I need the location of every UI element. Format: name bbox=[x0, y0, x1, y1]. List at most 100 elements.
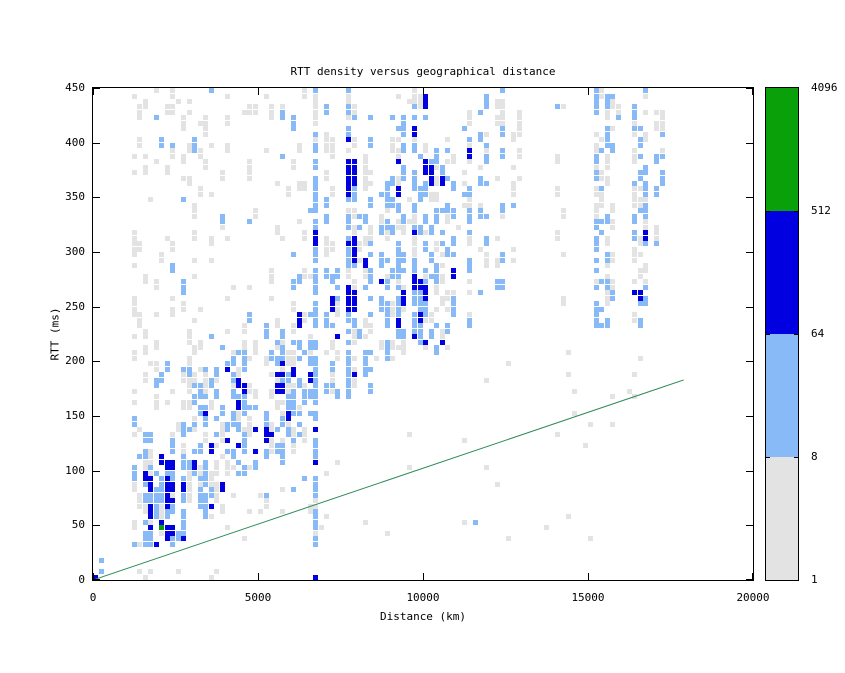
density-cell bbox=[643, 241, 648, 247]
density-cell bbox=[329, 241, 335, 247]
density-cell bbox=[346, 186, 351, 192]
density-cell bbox=[632, 180, 637, 186]
density-cell bbox=[296, 355, 302, 361]
density-cell bbox=[401, 284, 406, 290]
density-cell bbox=[181, 405, 186, 411]
density-cell bbox=[593, 170, 599, 175]
density-cell bbox=[203, 498, 208, 503]
density-cell bbox=[208, 257, 214, 263]
density-cell bbox=[324, 241, 329, 247]
density-cell bbox=[148, 361, 153, 367]
density-cell bbox=[555, 153, 560, 159]
density-cell bbox=[208, 476, 214, 482]
density-cell bbox=[423, 104, 428, 110]
density-cell bbox=[291, 164, 296, 170]
density-cell bbox=[434, 241, 439, 247]
density-cell bbox=[307, 350, 313, 356]
density-cell bbox=[324, 175, 329, 181]
y-tick-label: 250 bbox=[65, 299, 85, 313]
density-cell bbox=[148, 437, 153, 443]
density-cell bbox=[170, 388, 175, 394]
density-cell bbox=[181, 115, 186, 121]
density-cell bbox=[632, 279, 637, 285]
density-cell bbox=[439, 339, 445, 345]
density-cell bbox=[571, 388, 577, 394]
density-cell bbox=[192, 421, 197, 427]
density-cell bbox=[390, 273, 395, 279]
density-cell bbox=[401, 268, 406, 274]
density-cell bbox=[148, 541, 153, 547]
density-cell bbox=[175, 530, 181, 536]
density-cell bbox=[351, 170, 357, 175]
density-cell bbox=[203, 126, 208, 132]
density-cell bbox=[593, 191, 599, 197]
tick-mark bbox=[93, 197, 100, 199]
density-cell bbox=[263, 148, 269, 154]
density-cell bbox=[181, 366, 186, 372]
density-cell bbox=[412, 219, 417, 225]
density-cell bbox=[401, 339, 406, 345]
density-cell bbox=[500, 279, 505, 285]
density-cell bbox=[192, 344, 197, 350]
density-cell bbox=[637, 208, 643, 214]
y-tick-label: 350 bbox=[65, 190, 85, 204]
density-cell bbox=[181, 120, 186, 126]
density-cell bbox=[346, 350, 351, 356]
density-cell bbox=[368, 279, 373, 285]
density-cell bbox=[637, 153, 643, 159]
density-cell bbox=[291, 306, 296, 312]
density-cell bbox=[450, 301, 456, 307]
density-cell bbox=[346, 394, 351, 400]
density-cell bbox=[472, 519, 478, 525]
density-cell bbox=[643, 131, 648, 137]
density-cell bbox=[197, 383, 203, 389]
density-cell bbox=[346, 88, 351, 93]
density-cell bbox=[379, 213, 384, 219]
density-cell bbox=[434, 262, 439, 268]
density-cell bbox=[423, 213, 428, 219]
density-cell bbox=[511, 186, 516, 192]
density-cell bbox=[417, 284, 423, 290]
density-cell bbox=[384, 306, 390, 312]
density-cell bbox=[313, 235, 318, 241]
density-cell bbox=[632, 257, 637, 263]
density-cell bbox=[511, 131, 516, 137]
density-cell bbox=[296, 279, 302, 285]
density-cell bbox=[423, 268, 428, 274]
density-cell bbox=[544, 525, 549, 531]
density-cell bbox=[263, 498, 269, 503]
density-cell bbox=[417, 224, 423, 230]
density-cell bbox=[346, 191, 351, 197]
density-cell bbox=[153, 377, 159, 383]
density-cell bbox=[362, 235, 368, 241]
density-cell bbox=[362, 257, 368, 263]
density-cell bbox=[560, 208, 566, 214]
density-cell bbox=[494, 115, 500, 121]
density-cell bbox=[384, 279, 390, 285]
density-cell bbox=[208, 142, 214, 148]
density-cell bbox=[219, 481, 225, 487]
density-cell bbox=[203, 508, 208, 514]
density-cell bbox=[439, 170, 445, 175]
tick-mark bbox=[588, 88, 589, 95]
density-cell bbox=[412, 224, 417, 230]
density-cell bbox=[351, 377, 357, 383]
density-cell bbox=[181, 284, 186, 290]
density-cell bbox=[247, 388, 252, 394]
density-cell bbox=[412, 148, 417, 154]
density-cell bbox=[247, 421, 252, 427]
density-cell bbox=[445, 295, 450, 301]
density-cell bbox=[186, 180, 192, 186]
density-cell bbox=[379, 219, 384, 225]
density-cell bbox=[566, 372, 571, 378]
density-cell bbox=[401, 252, 406, 257]
density-cell bbox=[181, 443, 186, 449]
density-cell bbox=[346, 290, 351, 296]
density-cell bbox=[313, 257, 318, 263]
density-cell bbox=[186, 426, 192, 432]
density-cell bbox=[241, 399, 247, 405]
density-cell bbox=[604, 219, 610, 225]
density-cell bbox=[604, 115, 610, 121]
density-cell bbox=[456, 224, 461, 230]
density-cell bbox=[214, 569, 219, 575]
